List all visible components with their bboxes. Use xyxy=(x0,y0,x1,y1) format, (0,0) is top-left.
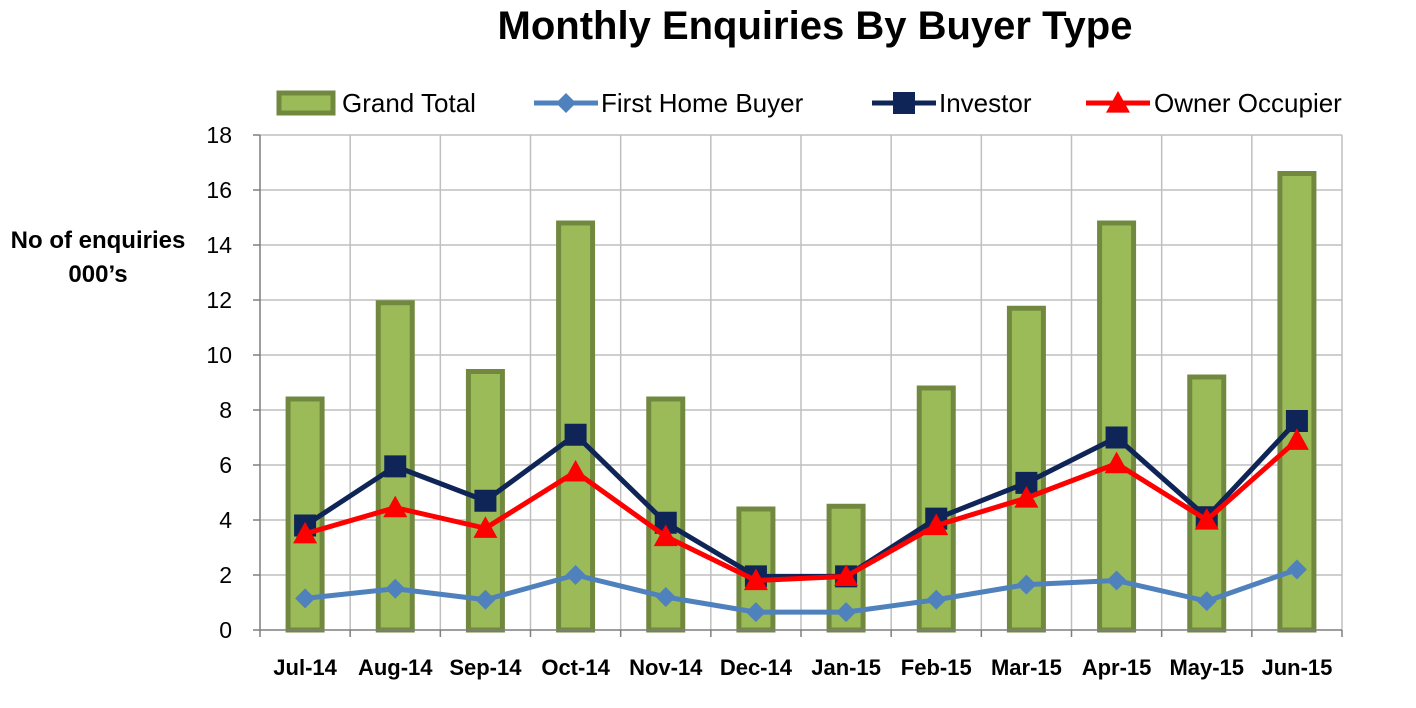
legend-item-investor: Investor xyxy=(872,88,1032,118)
point-owner-occupier xyxy=(924,513,949,536)
point-investor xyxy=(564,423,587,446)
x-tick-label: Feb-15 xyxy=(901,655,972,680)
legend-item-grand-total: Grand Total xyxy=(276,88,476,118)
series-owner-occupier xyxy=(293,428,1309,591)
legend-item-owner-occupier: Owner Occupier xyxy=(1086,88,1342,118)
y-tick-label: 0 xyxy=(219,617,232,643)
point-first-home-buyer xyxy=(745,602,766,623)
y-tick-label: 18 xyxy=(206,122,232,148)
point-first-home-buyer xyxy=(1016,574,1037,595)
line-first-home-buyer xyxy=(304,567,1298,615)
y-axis-label-line-2: 000’s xyxy=(68,261,128,288)
y-tick-label: 8 xyxy=(219,397,232,423)
line-owner-occupier xyxy=(304,438,1299,583)
point-first-home-buyer xyxy=(1106,570,1127,591)
y-tick-label: 14 xyxy=(206,232,232,258)
y-tick-label: 4 xyxy=(219,507,232,533)
legend-item-first-home-buyer: First Home Buyer xyxy=(534,88,804,118)
point-first-home-buyer xyxy=(836,602,857,623)
chart-title: Monthly Enquiries By Buyer Type xyxy=(497,4,1133,48)
series-first-home-buyer xyxy=(295,559,1307,623)
x-tick-label: May-15 xyxy=(1169,655,1244,680)
legend-marker-owner-occupier xyxy=(1106,91,1130,113)
point-owner-occupier xyxy=(293,521,318,544)
legend: Grand Total First Home Buyer Investor Owner… xyxy=(276,88,1342,118)
point-investor xyxy=(474,489,497,512)
point-owner-occupier xyxy=(743,568,768,591)
point-first-home-buyer xyxy=(655,587,676,607)
legend-label-owner-occupier: Owner Occupier xyxy=(1154,88,1342,118)
legend-label-investor: Investor xyxy=(939,88,1032,118)
point-owner-occupier xyxy=(473,516,498,538)
point-investor xyxy=(1285,410,1308,432)
point-first-home-buyer xyxy=(475,589,496,610)
legend-swatch-grand-total xyxy=(276,90,336,116)
x-tick-label: Mar-15 xyxy=(991,655,1062,680)
x-tick-label: Jul-14 xyxy=(273,655,337,680)
axes: 0 2 4 6 8 10 12 14 16 18 Jul-14 Aug-14 Sep-14 Oct-14 N… xyxy=(206,122,1343,680)
y-tick-label: 2 xyxy=(219,562,232,588)
point-owner-occupier xyxy=(834,564,859,586)
point-first-home-buyer xyxy=(1196,591,1217,612)
point-owner-occupier xyxy=(1014,486,1039,508)
x-tick-label: Oct-14 xyxy=(541,655,610,680)
y-tick-label: 6 xyxy=(219,452,232,478)
y-tick-label: 10 xyxy=(206,342,232,368)
point-owner-occupier xyxy=(1194,508,1219,530)
y-axis-label: No of enquiries 000’s xyxy=(0,226,196,290)
legend-marker-first-home-buyer xyxy=(556,93,576,113)
point-owner-occupier xyxy=(1104,451,1129,474)
point-owner-occupier xyxy=(653,524,678,547)
point-first-home-buyer xyxy=(926,589,947,610)
legend-label-grand-total: Grand Total xyxy=(342,88,476,118)
point-owner-occupier xyxy=(563,459,588,482)
x-tick-label: Jan-15 xyxy=(811,655,881,680)
point-investor xyxy=(384,455,407,478)
x-tick-label: Apr-15 xyxy=(1082,655,1152,680)
point-investor xyxy=(654,511,677,534)
x-tick-label: Jun-15 xyxy=(1261,655,1332,680)
x-tick-label: Dec-14 xyxy=(720,655,793,680)
legend-marker-investor xyxy=(893,92,915,114)
legend-label-first-home-buyer: First Home Buyer xyxy=(601,88,804,118)
gridlines xyxy=(260,134,1343,630)
x-tick-label: Sep-14 xyxy=(449,655,522,680)
line-series xyxy=(293,410,1309,623)
x-tick-label: Nov-14 xyxy=(629,655,703,680)
x-tick-label: Aug-14 xyxy=(358,655,433,680)
point-first-home-buyer xyxy=(295,588,316,609)
point-owner-occupier xyxy=(383,495,408,518)
y-tick-label: 16 xyxy=(206,177,232,203)
point-first-home-buyer xyxy=(1286,559,1307,580)
point-investor xyxy=(1105,426,1128,449)
y-tick-label: 12 xyxy=(206,287,232,313)
point-owner-occupier xyxy=(1284,428,1309,450)
point-first-home-buyer xyxy=(385,578,406,599)
bar-grand-total xyxy=(375,300,415,633)
point-investor xyxy=(1015,471,1038,494)
point-first-home-buyer xyxy=(565,565,586,585)
y-axis-label-line-1: No of enquiries xyxy=(10,227,186,254)
